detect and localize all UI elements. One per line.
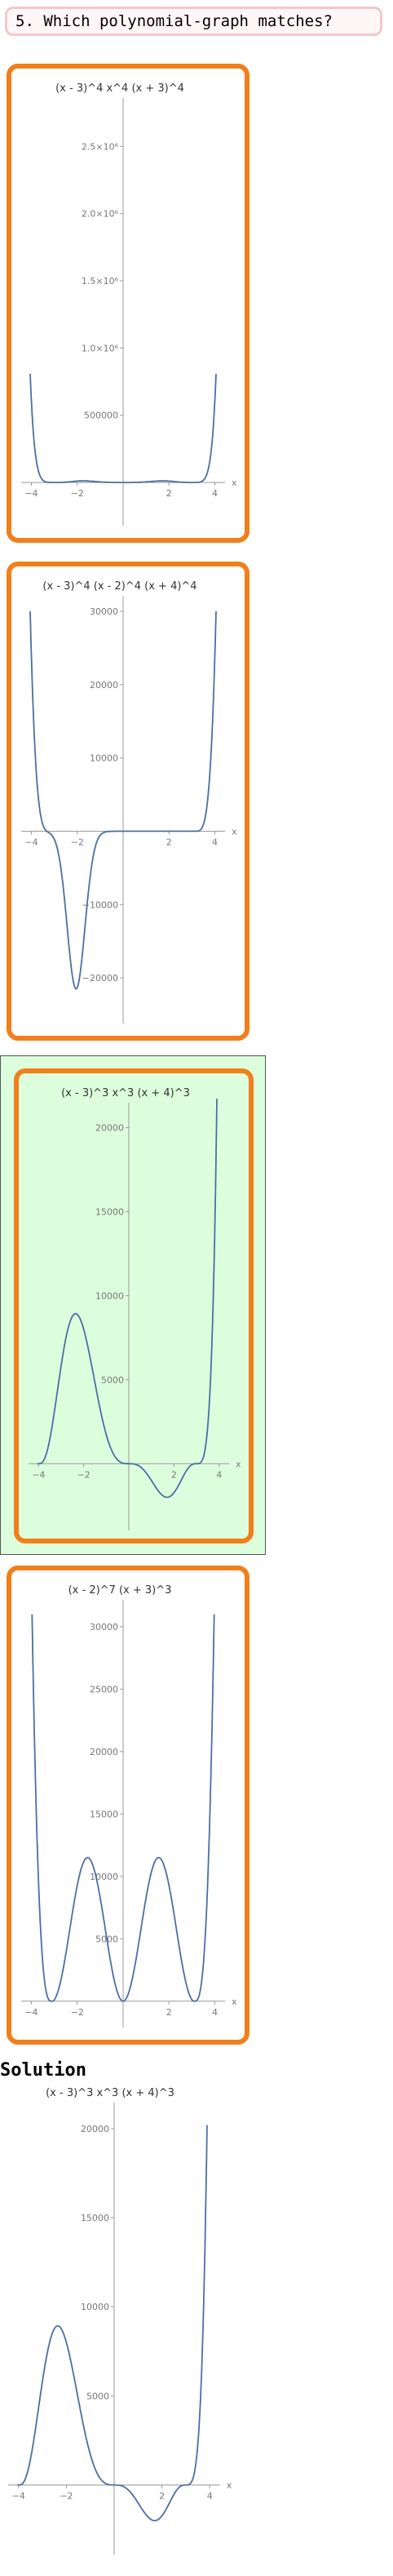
option-c-ytick-label: 10000 [95, 1290, 124, 1301]
answer-option-c[interactable]: (x - 3)^3 x^3 (x + 4)^3 x −4 −2 2 4 5000 10000 1… [14, 1068, 254, 1543]
solution-curve [17, 2125, 208, 2521]
answer-option-a[interactable]: (x - 3)^4 x^4 (x + 3)^4 x −4 −2 2 4 500000 1.0×… [7, 64, 249, 543]
option-b-ytick-label: −20000 [82, 973, 118, 984]
option-d-xtick-label: −2 [71, 2007, 84, 2018]
option-a-ytick-label: 1.0×10⁶ [82, 343, 119, 353]
option-c-ytick-label: 5000 [101, 1375, 124, 1385]
solution-heading: Solution [0, 2060, 86, 2081]
option-b-x-axis-label: x [232, 826, 237, 837]
option-b-xtick-label: 4 [212, 837, 218, 847]
option-c-xtick-label: 4 [216, 1469, 222, 1480]
option-a-x-axis-label: x [232, 477, 237, 488]
solution-xtick-label: −2 [60, 2491, 73, 2502]
option-d-ytick-label: 15000 [90, 1809, 118, 1819]
question-banner: 5. Which polynomial-graph matches? [5, 7, 382, 36]
option-d-ytick-label: 10000 [90, 1872, 118, 1882]
option-d-curve [31, 1614, 215, 2002]
option-b-xtick-label: 2 [166, 837, 172, 847]
option-c-xtick-label: 2 [171, 1469, 177, 1480]
option-b-ytick-label: 20000 [90, 680, 118, 691]
option-c-chart: (x - 3)^3 x^3 (x + 4)^3 x −4 −2 2 4 5000 10000 1… [29, 1087, 241, 1530]
option-d-xtick-label: 2 [166, 2007, 172, 2018]
option-c-curve [37, 1099, 218, 1499]
solution-title: (x - 3)^3 x^3 (x + 4)^3 [46, 2087, 174, 2099]
option-a-ytick-label: 500000 [84, 411, 118, 421]
answer-option-d[interactable]: (x - 2)^7 (x + 3)^3 x −4 −2 2 4 5000 10000 15000… [7, 1566, 249, 2045]
option-d-ytick-label: 20000 [90, 1747, 118, 1757]
option-a-xtick-label: 2 [166, 488, 172, 499]
option-b-ytick-label: 10000 [90, 753, 118, 764]
option-a-curve [29, 373, 217, 483]
option-c-xtick-label: −2 [77, 1469, 91, 1480]
option-a-ytick-label: 2.5×10⁶ [82, 141, 119, 152]
solution-ytick-label: 5000 [86, 2391, 109, 2401]
solution-xtick-label: 4 [207, 2491, 213, 2502]
solution-ytick-label: 10000 [81, 2302, 109, 2312]
solution-xtick-label: 2 [159, 2491, 165, 2502]
answer-option-b[interactable]: (x - 3)^4 (x - 2)^4 (x + 4)^4 x −4 −2 2 4 −200… [7, 562, 249, 1041]
option-d-chart: (x - 2)^7 (x + 3)^3x−4 −2 2 450001000015000… [21, 1584, 237, 2027]
option-d-title: (x - 2)^7 (x + 3)^3 [68, 1584, 172, 1597]
option-a-ytick-label: 1.5×10⁶ [82, 276, 119, 286]
option-c-xtick-label: −4 [32, 1469, 45, 1480]
option-a-ytick-label: 2.0×10⁶ [82, 209, 119, 220]
question-text: Which polynomial-graph matches? [43, 12, 333, 30]
option-c-ytick-label: 20000 [95, 1123, 124, 1134]
option-b-xtick-label: −4 [24, 837, 38, 847]
option-b-chart: (x - 3)^4 (x - 2)^4 (x + 4)^4 x −4 −2 2 4 −200… [21, 580, 237, 1024]
option-a-xtick-label: −4 [24, 488, 38, 499]
solution-ytick-label: 20000 [81, 2124, 109, 2134]
option-a-title: (x - 3)^4 x^4 (x + 3)^4 [55, 82, 184, 95]
option-b-curve [29, 611, 217, 990]
option-d-x-axis-label: x [232, 1996, 237, 2007]
solution-x-axis-label: x [227, 2481, 232, 2491]
option-d-xtick-label: −4 [24, 2007, 38, 2018]
solution-chart: (x - 3)^3 x^3 (x + 4)^3 x −4 −2 2 4 5000 10000 1… [8, 2087, 232, 2555]
option-b-ytick-label: −10000 [82, 899, 118, 910]
solution-xtick-label: −4 [12, 2491, 25, 2502]
answer-option-c-selected[interactable]: (x - 3)^3 x^3 (x + 4)^3 x −4 −2 2 4 5000 10000 1… [0, 1055, 266, 1555]
option-c-ytick-label: 15000 [95, 1207, 124, 1218]
option-b-xtick-label: −2 [71, 837, 84, 847]
solution-ytick-label: 15000 [81, 2213, 109, 2223]
option-d-ytick-label: 25000 [90, 1684, 118, 1694]
option-a-chart: (x - 3)^4 x^4 (x + 3)^4 x −4 −2 2 4 500000 1.0×… [21, 82, 237, 526]
option-d-ytick-label: 30000 [90, 1622, 118, 1632]
option-a-xtick-label: −2 [71, 488, 84, 499]
option-c-x-axis-label: x [236, 1459, 241, 1469]
question-number: 5. [15, 12, 34, 30]
option-b-ytick-label: 30000 [90, 606, 118, 617]
option-a-xtick-label: 4 [212, 488, 218, 499]
option-b-title: (x - 3)^4 (x - 2)^4 (x + 4)^4 [42, 580, 196, 593]
option-d-xtick-label: 4 [212, 2007, 218, 2018]
option-c-title: (x - 3)^3 x^3 (x + 4)^3 [61, 1087, 190, 1099]
